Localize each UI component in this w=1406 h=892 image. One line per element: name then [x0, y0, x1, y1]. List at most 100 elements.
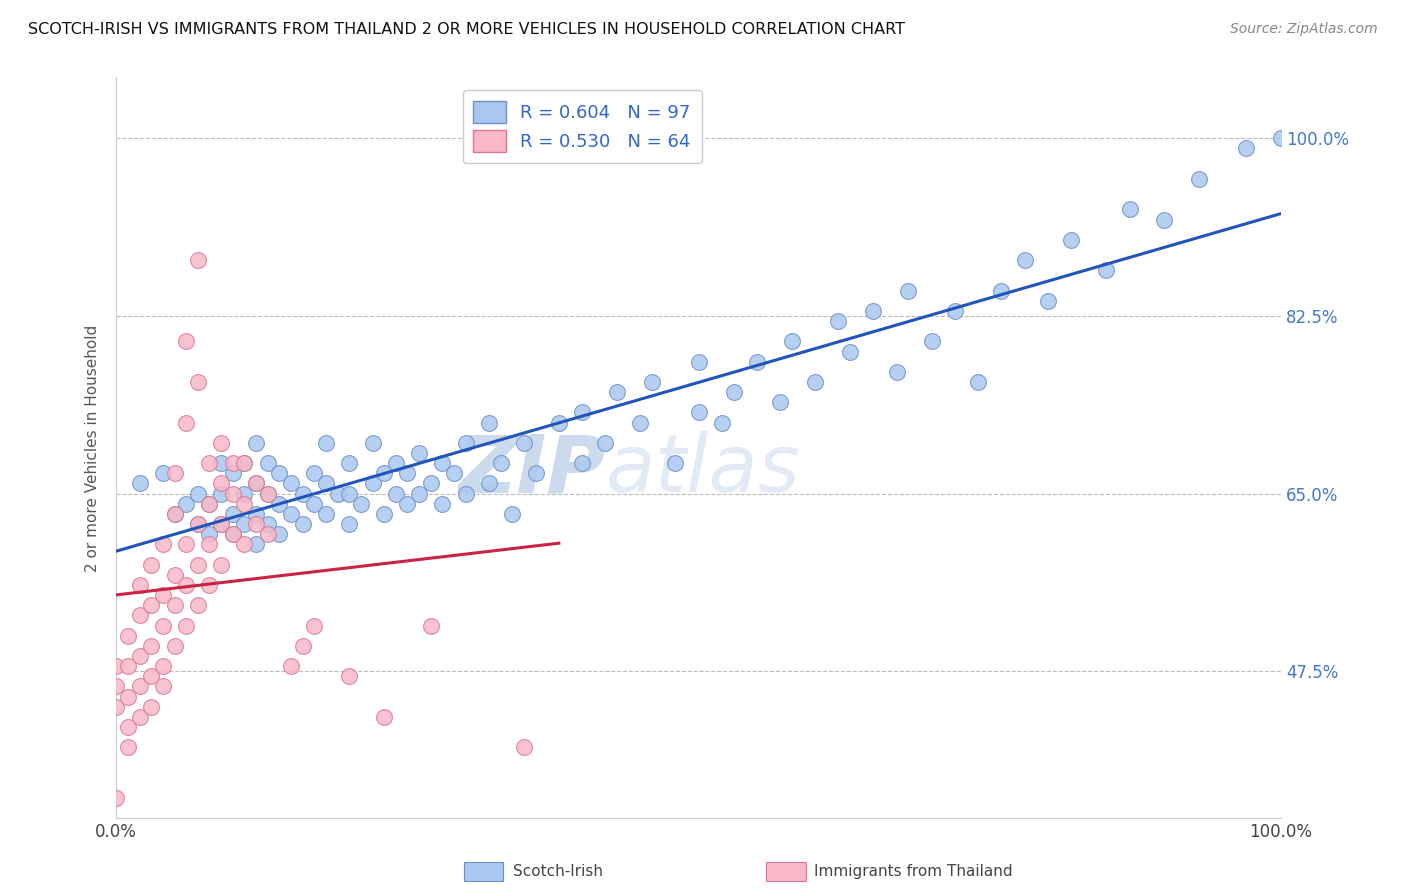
Point — [513, 435, 536, 450]
Point — [408, 446, 430, 460]
Point — [839, 344, 862, 359]
Point — [174, 618, 197, 632]
Point — [174, 334, 197, 349]
Point — [174, 416, 197, 430]
Text: ZIP: ZIP — [458, 431, 606, 509]
Point — [209, 486, 232, 500]
Point — [547, 416, 569, 430]
Point — [128, 648, 150, 663]
Point — [141, 669, 163, 683]
Point — [245, 476, 267, 491]
Point — [571, 456, 593, 470]
Point — [827, 314, 849, 328]
Point — [291, 517, 314, 532]
Point — [269, 467, 291, 481]
Point — [443, 467, 465, 481]
Point — [198, 497, 221, 511]
Point — [373, 507, 395, 521]
Point — [152, 537, 174, 551]
Point — [315, 435, 337, 450]
Point — [198, 537, 221, 551]
Point — [862, 304, 884, 318]
Point — [1060, 233, 1083, 247]
Point — [105, 699, 128, 714]
Point — [990, 284, 1012, 298]
Point — [304, 467, 326, 481]
Point — [256, 486, 278, 500]
Point — [128, 608, 150, 623]
Point — [524, 467, 547, 481]
Point — [489, 456, 512, 470]
Point — [245, 435, 267, 450]
Point — [501, 507, 523, 521]
Point — [1188, 172, 1211, 186]
Point — [595, 435, 617, 450]
Point — [233, 517, 256, 532]
Point — [105, 791, 128, 805]
Point — [209, 558, 232, 572]
Point — [152, 467, 174, 481]
Point — [117, 740, 139, 755]
Point — [152, 618, 174, 632]
Point — [1014, 253, 1036, 268]
Point — [141, 558, 163, 572]
Point — [222, 486, 245, 500]
Point — [804, 375, 827, 389]
Point — [256, 527, 278, 541]
Point — [269, 497, 291, 511]
Point — [1234, 141, 1257, 155]
Point — [256, 517, 278, 532]
Point — [373, 467, 395, 481]
Point — [163, 467, 186, 481]
Point — [187, 517, 209, 532]
Point — [385, 456, 408, 470]
Point — [396, 497, 419, 511]
Point — [943, 304, 966, 318]
Point — [1095, 263, 1118, 277]
Point — [454, 435, 477, 450]
Point — [688, 405, 710, 419]
Point — [361, 435, 384, 450]
Point — [269, 527, 291, 541]
Point — [606, 385, 628, 400]
Point — [209, 517, 232, 532]
Point — [432, 497, 454, 511]
Point — [174, 578, 197, 592]
Point — [222, 507, 245, 521]
Point — [304, 497, 326, 511]
Point — [105, 659, 128, 673]
Point — [174, 497, 197, 511]
Point — [128, 578, 150, 592]
Point — [117, 690, 139, 704]
Point — [128, 476, 150, 491]
Point — [304, 618, 326, 632]
Point — [337, 486, 360, 500]
Point — [396, 467, 419, 481]
Point — [187, 599, 209, 613]
Point — [209, 456, 232, 470]
Text: atlas: atlas — [606, 431, 800, 509]
Point — [641, 375, 664, 389]
Point — [408, 486, 430, 500]
Point — [163, 507, 186, 521]
Point — [222, 527, 245, 541]
Point — [256, 486, 278, 500]
Point — [432, 456, 454, 470]
Point — [769, 395, 792, 409]
Point — [187, 375, 209, 389]
Point — [1270, 131, 1292, 145]
Point — [291, 639, 314, 653]
Point — [245, 476, 267, 491]
Point — [385, 486, 408, 500]
Point — [209, 476, 232, 491]
Point — [350, 497, 373, 511]
Point — [315, 507, 337, 521]
Point — [187, 486, 209, 500]
Point — [141, 639, 163, 653]
Point — [187, 517, 209, 532]
Point — [664, 456, 686, 470]
Point — [373, 710, 395, 724]
Point — [222, 527, 245, 541]
Point — [141, 599, 163, 613]
Point — [222, 467, 245, 481]
